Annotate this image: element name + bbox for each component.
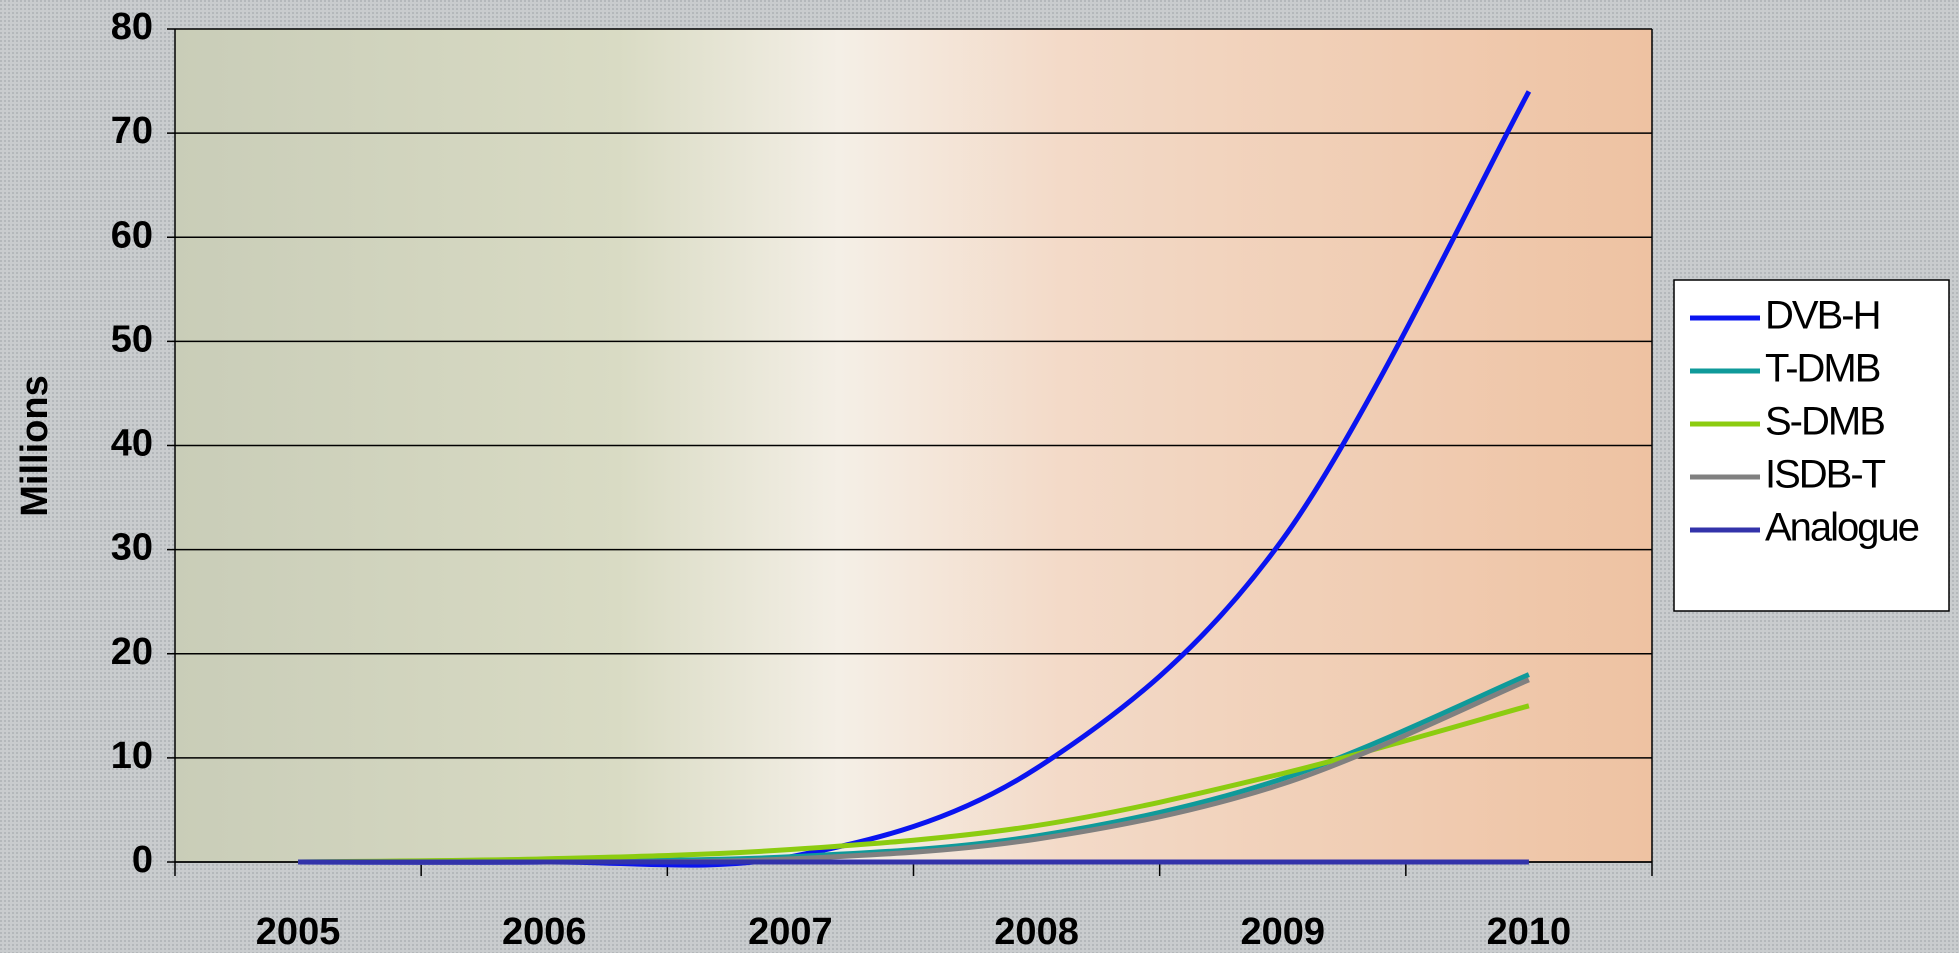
x-tick-label: 2010	[1487, 911, 1572, 953]
y-tick-label: 40	[111, 423, 153, 465]
x-tick-label: 2006	[502, 911, 587, 953]
legend-label: DVB-H	[1765, 294, 1879, 338]
legend-label: ISDB-T	[1765, 453, 1886, 497]
y-tick-label: 0	[132, 839, 153, 881]
legend-label: S-DMB	[1765, 400, 1884, 444]
legend-label: Analogue	[1765, 506, 1919, 550]
x-tick-label: 2005	[256, 911, 341, 953]
y-tick-label: 50	[111, 318, 153, 360]
x-tick-label: 2008	[994, 911, 1079, 953]
legend-label: T-DMB	[1765, 347, 1880, 391]
y-axis-label: Millions	[14, 375, 56, 516]
x-tick-label: 2009	[1240, 911, 1325, 953]
y-tick-label: 20	[111, 631, 153, 673]
y-tick-label: 70	[111, 110, 153, 152]
legend	[1673, 279, 1950, 612]
x-tick-label: 2007	[748, 911, 833, 953]
y-tick-label: 80	[111, 6, 153, 48]
y-tick-label: 30	[111, 527, 153, 569]
y-tick-label: 10	[111, 735, 153, 777]
y-tick-label: 60	[111, 214, 153, 256]
